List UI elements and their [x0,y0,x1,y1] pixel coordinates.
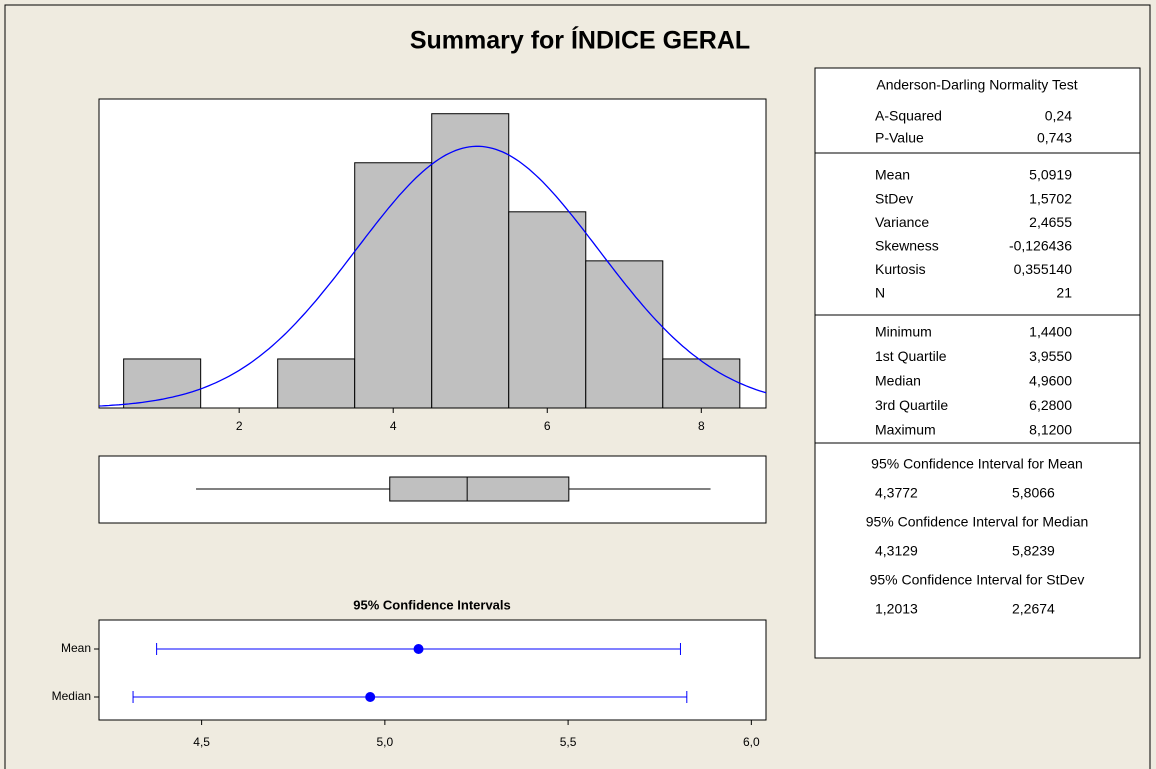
stat-value: 21 [1056,285,1072,301]
bar [508,211,587,409]
table-heading: Anderson-Darling Normality Test [876,77,1077,93]
bar [585,260,664,409]
box [389,476,570,502]
x-tick-label: 6 [544,419,551,433]
stat-value: 8,1200 [1029,422,1072,438]
interval-title: 95% Confidence Intervals [353,597,511,612]
x-tick-label: 4,5 [193,735,210,749]
stat-value: 4,9600 [1029,373,1072,389]
stat-name: Variance [875,214,929,230]
bar [662,358,741,409]
interval-panel [98,619,767,721]
stat-value: 4,3129 [875,543,918,559]
x-tick-label: 5,0 [377,735,394,749]
stat-value: 5,8239 [1012,543,1055,559]
stat-name: StDev [875,190,913,206]
stat-name: Maximum [875,422,936,438]
stat-value: 2,4655 [1029,214,1072,230]
x-tick-label: 6,0 [743,735,760,749]
stat-name: N [875,285,885,301]
stats-table [814,67,1141,659]
stat-value: 0,24 [1045,108,1072,124]
bar [354,162,433,409]
stat-name: Median [875,373,921,389]
chart-title: Summary for ÍNDICE GERAL [410,26,750,55]
bar [123,358,202,409]
x-tick-label: 5,5 [560,735,577,749]
y-tick-label: Median [52,689,91,703]
stat-name: Minimum [875,324,932,340]
stat-name: P-Value [875,130,924,146]
bar [431,113,510,409]
stat-value: 1,5702 [1029,190,1072,206]
x-tick-label: 4 [390,419,397,433]
stat-value: 2,2674 [1012,601,1055,617]
bar [277,358,356,409]
stat-value: 0,743 [1037,130,1072,146]
table-heading: 95% Confidence Interval for Median [866,514,1089,530]
table-heading: 95% Confidence Interval for StDev [870,572,1085,588]
stat-name: 3rd Quartile [875,397,948,413]
x-tick-label: 8 [698,419,705,433]
stat-name: A-Squared [875,108,942,124]
stat-name: Mean [875,167,910,183]
stat-value: 6,2800 [1029,397,1072,413]
stat-value: 1,4400 [1029,324,1072,340]
stat-value: 1,2013 [875,601,918,617]
stat-name: 1st Quartile [875,348,947,364]
stat-value: 3,9550 [1029,348,1072,364]
point [365,692,376,702]
stat-value: 5,0919 [1029,167,1072,183]
stat-value: -0,126436 [1009,238,1072,254]
stat-name: Skewness [875,238,939,254]
point [413,644,424,654]
table-heading: 95% Confidence Interval for Mean [871,456,1083,472]
stat-value: 5,8066 [1012,485,1055,501]
normal-curve [98,145,767,407]
x-tick-label: 2 [236,419,243,433]
y-tick-label: Mean [61,641,91,655]
stat-value: 4,3772 [875,485,918,501]
stat-value: 0,355140 [1014,261,1073,277]
stat-name: Kurtosis [875,261,926,277]
